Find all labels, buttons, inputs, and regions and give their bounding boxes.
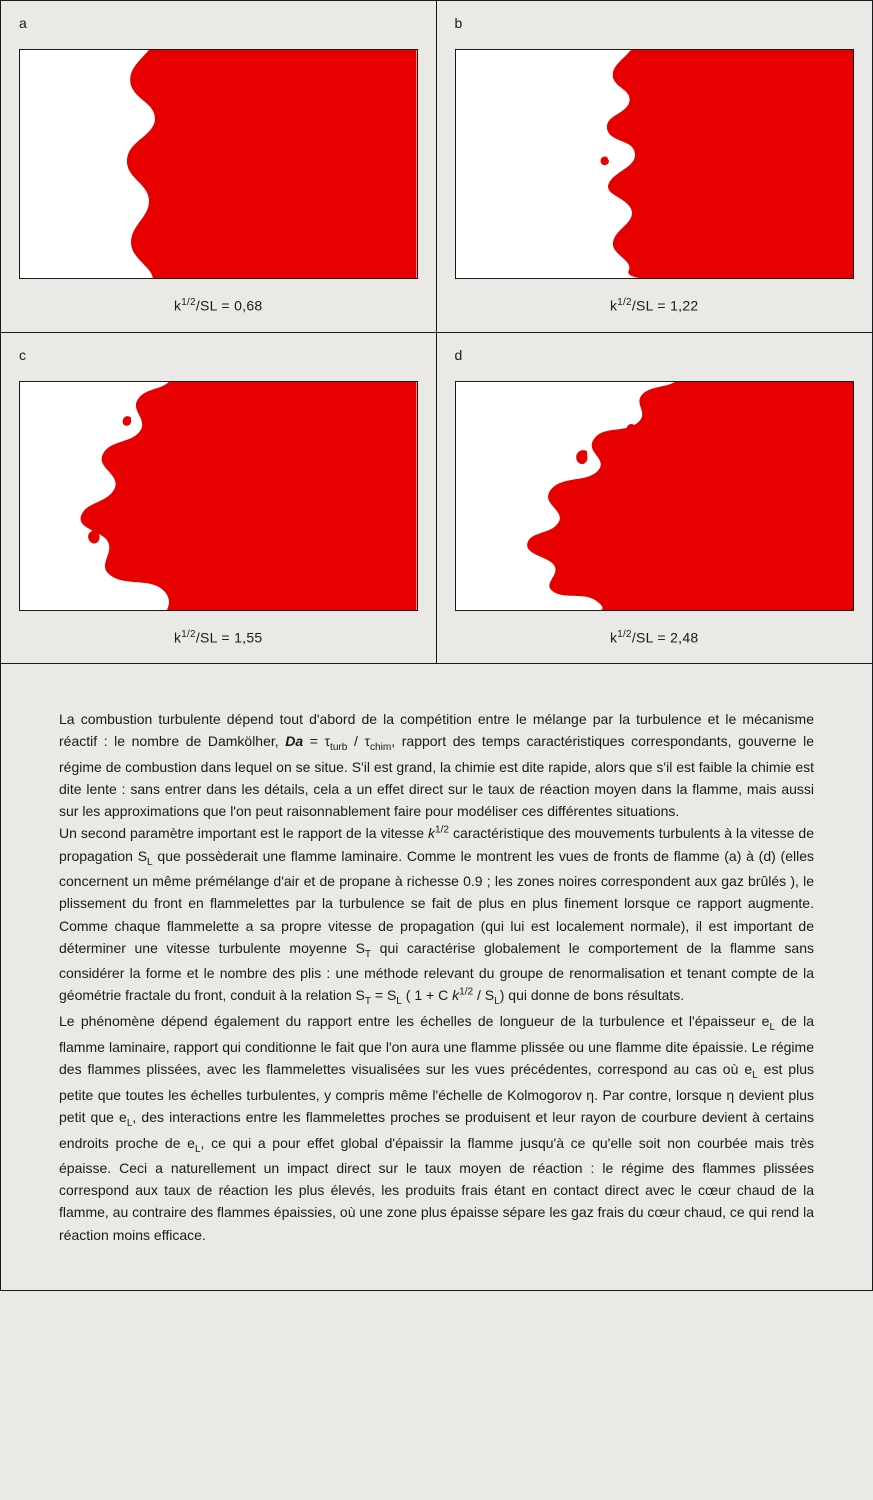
paragraph-1: La combustion turbulente dépend tout d'a… bbox=[59, 708, 814, 822]
panel-label-c: c bbox=[19, 347, 418, 363]
panel-label-a: a bbox=[19, 15, 418, 31]
flame-box-c bbox=[19, 381, 418, 611]
paragraph-3: Le phénomène dépend également du rapport… bbox=[59, 1010, 814, 1246]
caption-b: k1/2/SL = 1,22 bbox=[455, 297, 855, 314]
flame-svg-b bbox=[456, 50, 854, 278]
flame-box-d bbox=[455, 381, 855, 611]
paragraph-2: Un second paramètre important est le rap… bbox=[59, 822, 814, 1010]
flame-box-a bbox=[19, 49, 418, 279]
flame-svg-a bbox=[20, 50, 417, 278]
caption-c: k1/2/SL = 1,55 bbox=[19, 629, 418, 646]
flame-svg-d bbox=[456, 382, 854, 610]
body-text: La combustion turbulente dépend tout d'a… bbox=[1, 663, 872, 1289]
flame-svg-c bbox=[20, 382, 417, 610]
panel-b: b k1/2/SL = 1,22 bbox=[437, 1, 873, 333]
panel-c: c k1/2/SL = 1,55 bbox=[1, 333, 437, 664]
flame-shape-c bbox=[81, 382, 417, 610]
caption-d: k1/2/SL = 2,48 bbox=[455, 629, 855, 646]
flame-shape-d bbox=[527, 382, 853, 610]
panel-grid: a k1/2/SL = 0,68 b k1/2/SL = 1,22 c bbox=[1, 1, 872, 663]
figure-container: a k1/2/SL = 0,68 b k1/2/SL = 1,22 c bbox=[0, 0, 873, 1291]
caption-a: k1/2/SL = 0,68 bbox=[19, 297, 418, 314]
flame-shape-a bbox=[127, 50, 417, 278]
panel-a: a k1/2/SL = 0,68 bbox=[1, 1, 437, 333]
flame-box-b bbox=[455, 49, 855, 279]
flame-shape-b bbox=[600, 50, 853, 278]
panel-d: d k1/2/SL = 2,48 bbox=[437, 333, 873, 664]
panel-label-b: b bbox=[455, 15, 855, 31]
panel-label-d: d bbox=[455, 347, 855, 363]
